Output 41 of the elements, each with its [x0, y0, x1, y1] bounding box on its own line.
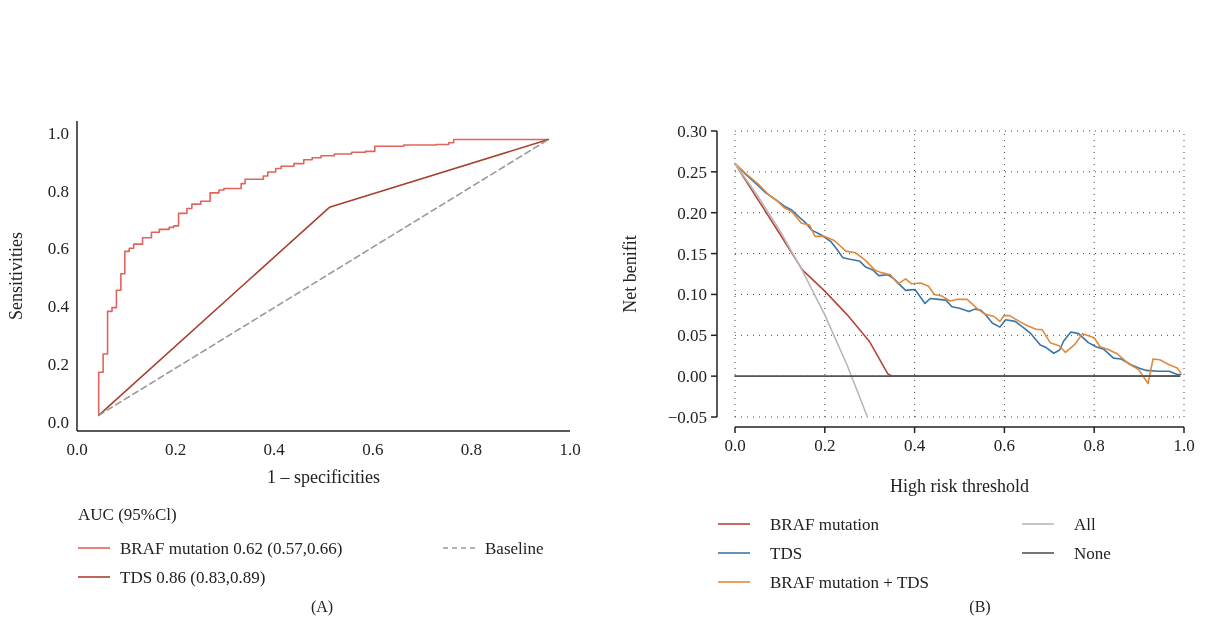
legend-label: TDS [770, 544, 803, 563]
y-tick-label: 0.15 [677, 244, 707, 264]
y-tick-label: 0.30 [677, 122, 707, 141]
legend-label: BRAF mutation [770, 515, 880, 534]
text: (B) [969, 598, 991, 616]
y-tick-label: −0.05 [667, 408, 707, 427]
legend-label: BRAF mutation + TDS [770, 573, 929, 592]
y-tick-label: 0.6 [47, 239, 69, 259]
x-tick-label: 0.2 [164, 440, 187, 459]
y-tick-label: 1.0 [47, 123, 69, 143]
y-tick-label: 0.00 [677, 367, 707, 387]
y-tick-label: 0.2 [47, 355, 69, 375]
y-tick-label: 0.0 [47, 413, 69, 433]
x-tick-label: 1.0 [1173, 436, 1195, 455]
legend-title: AUC (95%Cl) [78, 505, 177, 524]
x-tick-label: 0.0 [724, 436, 746, 455]
legend-label: All [1074, 515, 1096, 534]
x-axis-title: High risk threshold [890, 476, 1029, 496]
y-tick-label: 0.20 [677, 203, 707, 223]
text: (A) [310, 598, 334, 616]
x-tick-label: 0.2 [814, 436, 836, 455]
x-tick-label: 0.4 [263, 440, 286, 459]
legend-label: BRAF mutation 0.62 (0.57,0.66) [120, 539, 343, 558]
x-axis-title: 1 – specificities [267, 467, 380, 487]
legend-label: Baseline [485, 539, 544, 558]
y-axis-title: Sensitivities [6, 231, 26, 321]
x-tick-label: 0.0 [66, 440, 88, 459]
x-tick-label: 0.6 [362, 440, 384, 459]
x-tick-label: 0.8 [460, 440, 483, 459]
legend-label: TDS 0.86 (0.83,0.89) [120, 568, 266, 587]
legend-label: None [1074, 544, 1111, 563]
y-axis-title: Net benifit [620, 235, 640, 313]
y-tick-label: 0.4 [47, 297, 70, 317]
x-tick-label: 0.8 [1083, 436, 1105, 455]
y-tick-label: 0.05 [677, 326, 707, 346]
x-tick-label: 0.6 [993, 436, 1016, 455]
x-tick-label: 1.0 [559, 440, 581, 459]
y-tick-label: 0.10 [677, 285, 707, 305]
y-tick-label: 0.8 [47, 181, 69, 201]
x-tick-label: 0.4 [903, 436, 926, 455]
y-tick-label: 0.25 [677, 162, 707, 182]
